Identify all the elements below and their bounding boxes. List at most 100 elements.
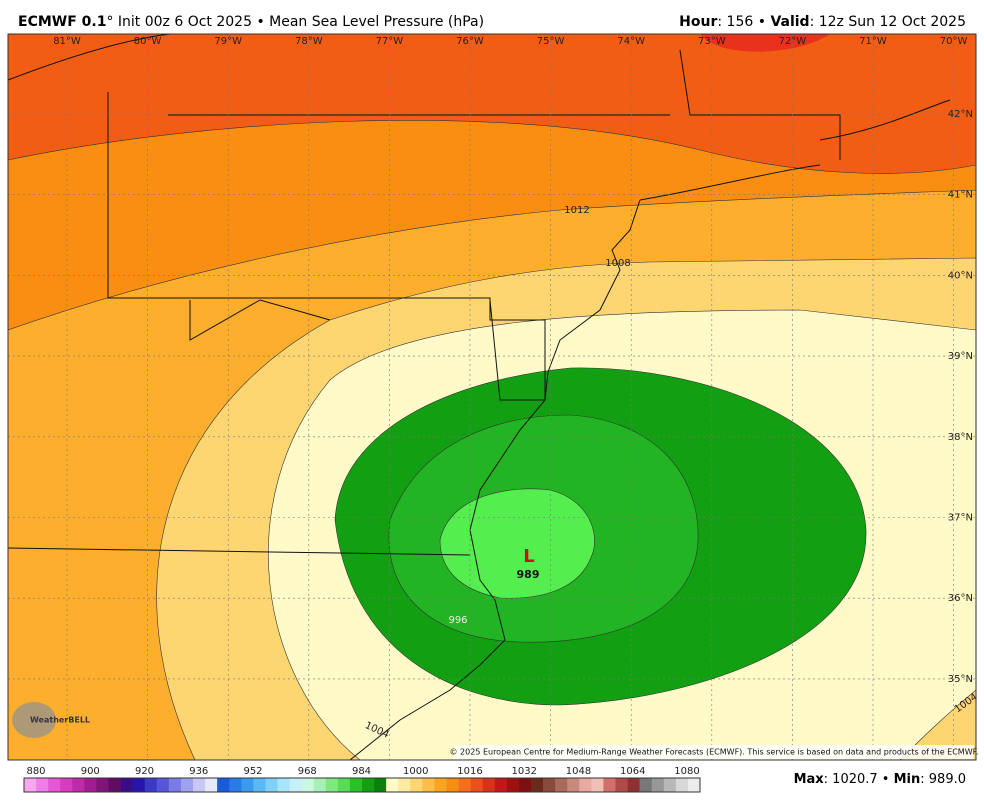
colorbar-swatch [84, 778, 97, 792]
longitude-label: 76°W [456, 36, 484, 47]
max-label: Max [794, 772, 825, 787]
valid-value: : 12z Sun 12 Oct 2025 [810, 14, 966, 30]
colorbar-label: 1048 [566, 766, 591, 777]
colorbar-swatch [543, 778, 556, 792]
colorbar-swatch [277, 778, 290, 792]
colorbar-swatch [180, 778, 194, 792]
max-min: Max: 1020.7 • Min: 989.0 [794, 772, 966, 787]
colorbar-frame [23, 777, 701, 793]
colorbar-swatch [398, 778, 411, 792]
colorbar-swatch [663, 778, 677, 792]
colorbar-swatch [241, 778, 254, 792]
colorbar-swatch [229, 778, 242, 792]
colorbar-swatch [591, 778, 604, 792]
colorbar-swatch [651, 778, 665, 792]
longitude-label: 75°W [537, 36, 565, 47]
colorbar-swatch [687, 778, 701, 792]
colorbar-swatch [615, 778, 628, 792]
band-1020 [700, 34, 830, 52]
latitude-label: 42°N [948, 109, 973, 120]
contour-label: 1012 [564, 205, 589, 216]
colorbar-swatch [36, 778, 49, 792]
colorbar-swatch [301, 778, 315, 792]
colorbar-swatch [458, 778, 471, 792]
colorbar-label: 1064 [620, 766, 645, 777]
map-frame [7, 33, 977, 761]
colorbar-swatch [531, 778, 544, 792]
colorbar-swatch [374, 778, 387, 792]
colorbar-label: 920 [135, 766, 154, 777]
hour-label: Hour [679, 14, 717, 30]
longitude-label: 71°W [859, 36, 887, 47]
colorbar-swatch [156, 778, 170, 792]
colorbar-swatch [482, 778, 496, 792]
colorbar-swatch [265, 778, 278, 792]
latitude-label: 35°N [948, 674, 973, 685]
colorbar-swatch [362, 778, 375, 792]
colorbar-swatch [386, 778, 399, 792]
colorbar-swatch [96, 778, 109, 792]
colorbar-swatch [120, 778, 133, 792]
colorbar-label: 952 [243, 766, 262, 777]
latitude-label: 37°N [948, 513, 973, 524]
colorbar-label: 936 [189, 766, 208, 777]
longitude-label: 81°W [53, 36, 81, 47]
longitude-label: 78°W [295, 36, 323, 47]
longitude-label: 77°W [376, 36, 404, 47]
colorbar-swatch [555, 778, 568, 792]
colorbar-swatch [193, 778, 206, 792]
colorbar-label: 880 [26, 766, 45, 777]
colorbar-swatch [60, 778, 73, 792]
header-left: ECMWF 0.1° Init 00z 6 Oct 2025 • Mean Se… [18, 14, 484, 30]
colorbar-swatch [253, 778, 266, 792]
colorbar-swatch [446, 778, 459, 792]
colorbar-label: 1000 [403, 766, 428, 777]
colorbar-swatch [579, 778, 592, 792]
longitude-label: 74°W [617, 36, 645, 47]
coastline [8, 34, 951, 760]
colorbar-swatch [410, 778, 423, 792]
colorbar-swatch [132, 778, 146, 792]
colorbar-swatch [434, 778, 447, 792]
colorbar-swatch [217, 778, 230, 792]
contour-label: 996 [448, 615, 467, 626]
model-name: ECMWF 0.1 [18, 14, 106, 30]
latitude-label: 40°N [948, 270, 973, 281]
colorbar-swatch [72, 778, 85, 792]
colorbar-swatch [205, 778, 218, 792]
colorbar-swatch [168, 778, 182, 792]
colorbar-swatch [144, 778, 158, 792]
map [8, 34, 976, 760]
max-value: : 1020.7 • [824, 772, 894, 787]
colorbar-label: 1080 [674, 766, 699, 777]
colorbar-swatch [325, 778, 339, 792]
colorbar-swatch [48, 778, 61, 792]
longitude-label: 73°W [698, 36, 726, 47]
credit: © 2025 European Centre for Medium-Range … [450, 748, 979, 757]
longitude-label: 80°W [134, 36, 162, 47]
min-value: : 989.0 [920, 772, 966, 787]
colorbar-swatch [470, 778, 484, 792]
logo: WeatherBELL [30, 716, 90, 725]
graticule [8, 34, 976, 760]
colorbar-swatch [313, 778, 327, 792]
colorbar-swatch [108, 778, 121, 792]
longitude-label: 72°W [779, 36, 807, 47]
latitude-label: 41°N [948, 190, 973, 201]
colorbar-label: 984 [352, 766, 371, 777]
header-title: ° Init 00z 6 Oct 2025 • Mean Sea Level P… [106, 14, 484, 30]
longitude-label: 70°W [940, 36, 968, 47]
colorbar-swatch [289, 778, 302, 792]
colorbar-label: 1032 [512, 766, 537, 777]
colorbar-swatch [603, 778, 616, 792]
colorbar-swatch [639, 778, 653, 792]
low-symbol: L [523, 546, 534, 567]
longitude-label: 79°W [214, 36, 242, 47]
colorbar-swatch [567, 778, 580, 792]
colorbar-swatch [675, 778, 689, 792]
colorbar-swatch [422, 778, 435, 792]
low-value: 989 [517, 568, 540, 581]
colorbar-swatch [494, 778, 508, 792]
min-label: Min [894, 772, 921, 787]
